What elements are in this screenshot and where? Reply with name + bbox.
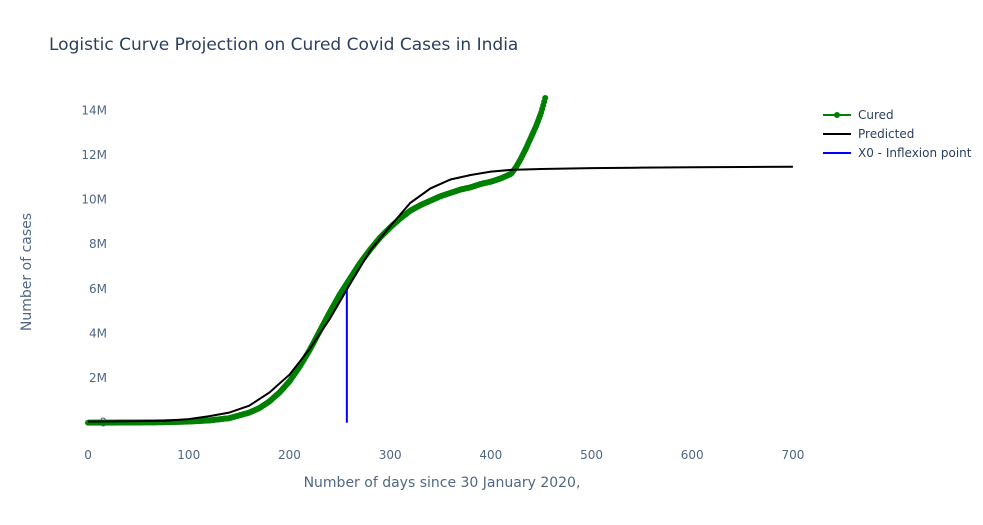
x-tick-label: 400 [479,448,502,462]
y-tick-label: 12M [81,148,107,162]
legend-label: Cured [858,108,894,122]
x-axis-title: Number of days since 30 January 2020, [304,475,581,491]
y-tick-label: 14M [81,103,107,117]
legend[interactable]: Cured Predicted X0 - Inflexion point [823,108,972,160]
x-tick-label: 600 [681,448,704,462]
x-tick-label: 500 [580,448,603,462]
y-tick-label: 8M [89,237,107,251]
plot-area [85,95,793,426]
y-tick-label: 10M [81,193,107,207]
x-tick-label: 0 [84,448,92,462]
legend-item[interactable]: X0 - Inflexion point [823,146,972,160]
y-axis-title: Number of cases [19,213,35,331]
legend-label: Predicted [858,127,914,141]
x-tick-label: 100 [177,448,200,462]
legend-item[interactable]: Predicted [823,127,914,141]
x-tick-label: 200 [278,448,301,462]
legend-marker [834,112,840,118]
legend-label: X0 - Inflexion point [858,146,972,160]
x-tick-label: 700 [781,448,804,462]
y-axis-ticks: 02M4M6M8M10M12M14M [81,103,107,429]
x-tick-label: 300 [379,448,402,462]
series-cured [85,95,549,426]
cured-line [88,97,547,424]
y-tick-label: 4M [89,326,107,340]
predicted-line [88,165,793,423]
cured-point [542,95,549,102]
y-tick-label: 6M [89,282,107,296]
chart-title: Logistic Curve Projection on Cured Covid… [49,35,518,55]
x-axis-ticks: 0 100 200 300 400 500 600 700 [84,448,804,462]
y-tick-label: 2M [89,371,107,385]
legend-item[interactable]: Cured [823,108,894,122]
